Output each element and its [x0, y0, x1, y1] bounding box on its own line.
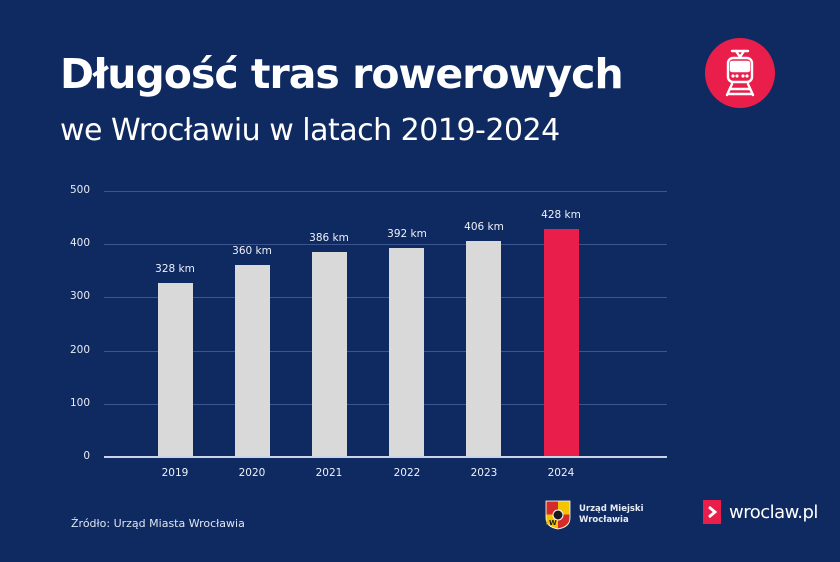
source-note: Źródło: Urząd Miasta Wrocławia: [71, 517, 245, 530]
x-axis-baseline: [104, 456, 667, 458]
bar-value-label: 406 km: [464, 221, 504, 233]
urzad-miejski-logo: W Urząd Miejski Wrocławia: [545, 500, 644, 530]
bar-2022: [389, 248, 424, 457]
y-axis-tick-label: 100: [69, 397, 90, 409]
gridline: [104, 351, 667, 352]
bar-value-label: 328 km: [155, 263, 195, 275]
um-logo-line2: Wrocławia: [579, 515, 629, 525]
bar-chart: 0 100 200 300 400 500 328 km 2019 360 km 2020 386 …: [69, 184, 667, 479]
coat-of-arms-icon: W: [545, 500, 571, 530]
x-axis-tick-label: 2021: [315, 467, 343, 479]
wroclaw-pl-logo[interactable]: wroclaw.pl: [703, 500, 818, 524]
x-axis-tick-label: 2023: [470, 467, 498, 479]
site-logo-text: wroclaw.pl: [729, 501, 818, 523]
x-axis-tick-label: 2019: [161, 467, 189, 479]
bar-2021: [312, 252, 347, 457]
bar-value-label: 428 km: [541, 209, 581, 221]
bar-2023: [466, 241, 501, 457]
x-axis-tick-label: 2024: [547, 467, 575, 479]
chart-title: Długość tras rowerowych: [60, 50, 624, 98]
gridline: [104, 191, 667, 192]
gridline: [104, 244, 667, 245]
y-axis-tick-label: 0: [83, 450, 90, 462]
bar-value-label: 360 km: [232, 245, 272, 257]
y-axis-tick-label: 400: [69, 237, 90, 249]
tram-badge: [705, 38, 775, 108]
y-axis-tick-label: 200: [69, 344, 90, 356]
bar-2020: [235, 265, 270, 457]
x-axis-tick-label: 2020: [238, 467, 266, 479]
bar-2019: [158, 283, 193, 457]
bar-2024: [544, 229, 579, 457]
gridline: [104, 297, 667, 298]
chart-subtitle: we Wrocławiu w latach 2019-2024: [60, 113, 560, 148]
y-axis-tick-label: 300: [69, 290, 90, 302]
tram-icon: [725, 49, 755, 97]
svg-text:W: W: [549, 519, 557, 527]
chevron-right-icon: [703, 500, 721, 524]
x-axis-tick-label: 2022: [393, 467, 421, 479]
y-axis-tick-label: 500: [69, 184, 90, 196]
um-logo-line1: Urząd Miejski: [579, 504, 644, 514]
bar-value-label: 392 km: [387, 228, 427, 240]
gridline: [104, 404, 667, 405]
bar-value-label: 386 km: [309, 232, 349, 244]
